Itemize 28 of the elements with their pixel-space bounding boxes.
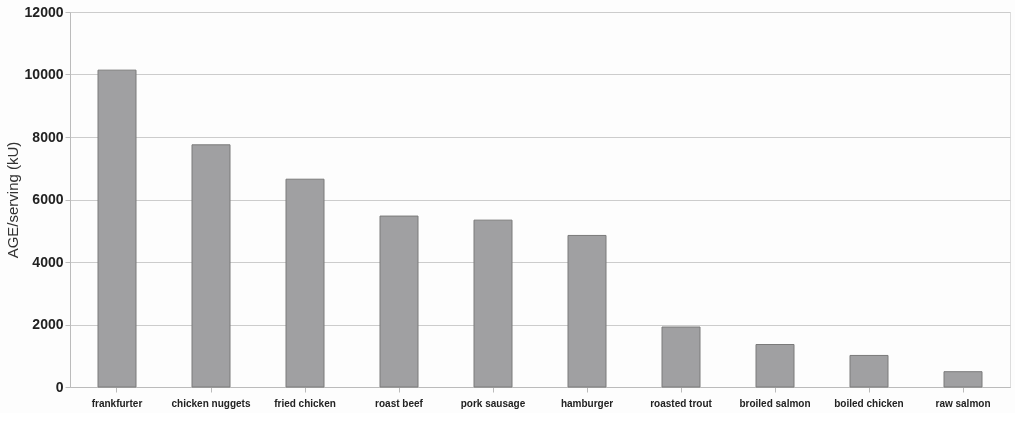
bar [755, 344, 795, 388]
y-tick-label: 10000 [24, 66, 64, 82]
x-tick-label: frankfurter [91, 397, 143, 409]
bar [661, 326, 701, 388]
bar [379, 215, 419, 388]
y-tick-label: 12000 [24, 3, 64, 20]
y-tick-label: 8000 [32, 128, 64, 145]
x-tick-label: boiled chicken [834, 397, 904, 409]
y-tick-label: 2000 [32, 316, 64, 332]
x-tick-label: raw salmon [935, 397, 991, 409]
x-tick-label: chicken nuggets [171, 397, 251, 409]
x-tick-label: broiled salmon [739, 397, 811, 409]
y-tick-label: 4000 [32, 253, 64, 270]
bar [943, 371, 983, 388]
x-tick-label: pork sausage [460, 397, 526, 409]
bar [473, 219, 513, 388]
x-tick-label: roasted trout [650, 397, 713, 409]
bar [567, 234, 607, 388]
x-tick-label: hamburger [560, 397, 614, 409]
y-axis-title: AGE/serving (kU) [3, 141, 21, 259]
x-tick-label: roast beef [375, 397, 424, 409]
x-tick-label: fried chicken [274, 397, 336, 409]
bar [191, 144, 231, 388]
bar [97, 69, 137, 388]
y-tick-label: 6000 [32, 191, 64, 207]
y-tick-label: 0 [55, 378, 64, 395]
bar [285, 178, 325, 388]
bar [849, 354, 889, 388]
